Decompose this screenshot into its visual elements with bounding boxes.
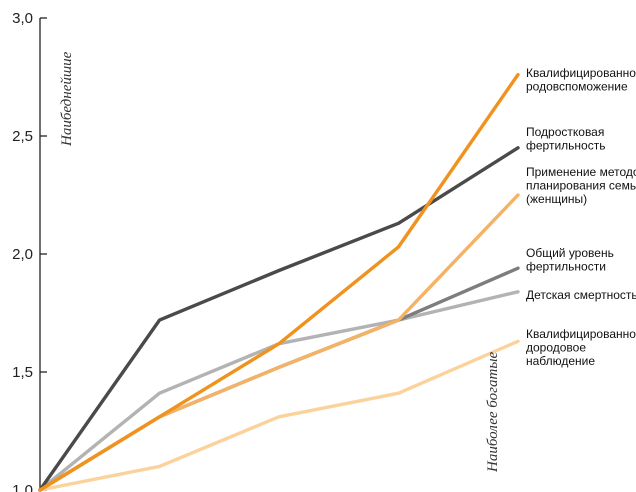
series-line-5 — [38, 339, 520, 492]
series-label-1: Подростковая фертильность — [526, 125, 605, 153]
y-tick-label: 2,5 — [12, 128, 33, 145]
y-tick-label: 1,5 — [12, 364, 33, 381]
y-tick-label: 3,0 — [12, 10, 33, 27]
series-label-5: Квалифицированное дородовое наблюдение — [526, 327, 636, 368]
poorest-annotation: Наибеднейшие — [59, 51, 75, 147]
series-label-2: Применение методов планирования семьи (жен… — [526, 165, 636, 206]
series-label-3: Общий уровень фертильности — [526, 246, 614, 274]
y-tick-label: 2,0 — [12, 246, 33, 263]
series-lines — [38, 72, 520, 492]
series-line-0 — [38, 72, 520, 492]
y-tick-label: 1,0 — [12, 482, 33, 492]
series-labels: Квалифицированное родовспоможение Подростк… — [526, 66, 636, 368]
series-line-3 — [38, 266, 520, 492]
y-axis: 1,0 1,5 2,0 2,5 3,0 — [12, 10, 47, 492]
richest-annotation: Наиболее богатые — [485, 352, 501, 473]
series-line-1 — [38, 146, 520, 492]
series-label-0: Квалифицированное родовспоможение — [526, 66, 636, 94]
series-label-4: Детская смертность — [526, 288, 636, 302]
